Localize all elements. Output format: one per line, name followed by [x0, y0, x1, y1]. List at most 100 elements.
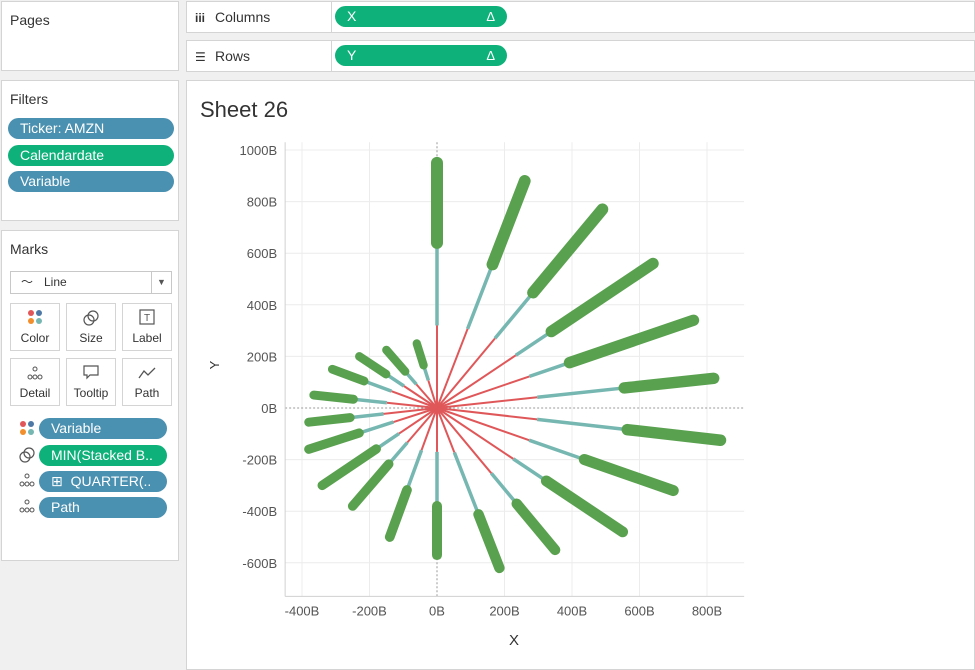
ray-segment[interactable]: [436, 407, 456, 453]
marks-color-button[interactable]: Color: [10, 303, 60, 351]
ray-segment[interactable]: [347, 459, 394, 511]
ray-segment[interactable]: [386, 401, 438, 409]
x-tick-label: -400B: [285, 603, 320, 618]
rows-shelf[interactable]: ☰ Rows Y Δ: [186, 40, 975, 72]
ray-segment[interactable]: [452, 451, 481, 515]
radial-line-chart[interactable]: -400B -200B 0B 200B 400B 600B 800B -600B -400B -2…: [187, 81, 975, 669]
rows-label: ☰ Rows: [195, 46, 250, 67]
detail-icon: [18, 473, 36, 491]
marks-path-button[interactable]: Path: [122, 358, 172, 406]
rows-icon: ☰: [195, 50, 206, 64]
ray-segment[interactable]: [436, 337, 496, 409]
ray-segment[interactable]: [304, 413, 355, 427]
marks-field-quarter[interactable]: ⊞ QUARTER(..: [39, 471, 167, 492]
ray-segment[interactable]: [436, 396, 538, 409]
chart-rays[interactable]: [304, 156, 727, 574]
ray-segment[interactable]: [317, 444, 381, 491]
marks-field-variable[interactable]: Variable: [39, 418, 167, 439]
ray-segment[interactable]: [436, 407, 530, 442]
ray-segment[interactable]: [578, 453, 679, 497]
ray-segment[interactable]: [349, 412, 384, 420]
ray-segment[interactable]: [382, 345, 410, 376]
ray-segment[interactable]: [490, 472, 519, 505]
rows-pill-y[interactable]: Y Δ: [335, 45, 507, 66]
marks-field-path[interactable]: Path: [39, 497, 167, 518]
ray-segment[interactable]: [493, 291, 535, 340]
ray-segment[interactable]: [327, 364, 369, 386]
ray-segment[interactable]: [406, 407, 438, 444]
ray-segment[interactable]: [304, 428, 364, 454]
x-tick-label: -200B: [352, 603, 387, 618]
ray-segment[interactable]: [436, 328, 469, 409]
x-tick-label: 400B: [557, 603, 587, 618]
pages-title: Pages: [10, 12, 50, 28]
ray-segment[interactable]: [512, 457, 548, 483]
pages-card: Pages: [1, 1, 179, 71]
ray-segment[interactable]: [391, 390, 438, 409]
ray-segment[interactable]: [511, 498, 561, 556]
filter-pill-calendardate[interactable]: Calendardate: [8, 145, 174, 166]
chevron-down-icon[interactable]: ▼: [151, 272, 171, 293]
ray-segment[interactable]: [353, 397, 388, 405]
ray-segment[interactable]: [528, 361, 571, 379]
ray-segment[interactable]: [536, 417, 628, 432]
svg-text:T: T: [144, 313, 150, 324]
y-tick-label: -400B: [242, 504, 277, 519]
ray-segment[interactable]: [528, 438, 585, 462]
ray-segment[interactable]: [465, 263, 495, 330]
ray-segment[interactable]: [358, 420, 394, 435]
ray-segment[interactable]: [355, 352, 391, 379]
x-tick-label: 200B: [489, 603, 519, 618]
sheet-view: Sheet 26 -400B -200B 0B 200B 400B 600B 800B -60…: [186, 80, 975, 670]
ray-segment[interactable]: [436, 354, 517, 409]
ray-segment[interactable]: [537, 386, 625, 399]
delta-icon: Δ: [486, 48, 495, 63]
ray-segment[interactable]: [436, 375, 530, 409]
ray-segment[interactable]: [473, 509, 505, 574]
ray-segment[interactable]: [384, 485, 412, 542]
label-icon: T: [123, 309, 171, 331]
ray-segment[interactable]: [393, 407, 438, 423]
x-axis-label: X: [509, 632, 519, 649]
size-icon: [18, 446, 36, 464]
marks-size-button[interactable]: Size: [66, 303, 116, 351]
marks-label-button[interactable]: T Label: [122, 303, 172, 351]
ray-segment[interactable]: [540, 475, 629, 538]
shelf-divider: [331, 2, 332, 32]
y-tick-label: 400B: [247, 298, 277, 313]
ray-segment[interactable]: [363, 379, 393, 393]
filter-pill-ticker[interactable]: Ticker: AMZN: [8, 118, 174, 139]
ray-segment[interactable]: [436, 407, 538, 421]
y-tick-label: 800B: [247, 195, 277, 210]
ray-segment[interactable]: [486, 175, 531, 271]
ray-segment[interactable]: [383, 407, 438, 415]
expand-icon[interactable]: ⊞: [51, 473, 63, 489]
marks-card: Marks 〜 Line ▼ Color Size T Label Detail…: [1, 230, 179, 561]
chart-tick-labels: -400B -200B 0B 200B 400B 600B 800B -600B -400B -2…: [240, 143, 723, 618]
ray-segment[interactable]: [412, 339, 428, 370]
ray-segment[interactable]: [436, 407, 493, 474]
ray-segment[interactable]: [514, 330, 553, 357]
ray-segment[interactable]: [398, 407, 438, 435]
mark-type-dropdown[interactable]: 〜 Line ▼: [10, 271, 172, 294]
ray-segment[interactable]: [527, 203, 609, 299]
marks-tooltip-button[interactable]: Tooltip: [66, 358, 116, 406]
ray-segment[interactable]: [403, 385, 438, 409]
ray-segment[interactable]: [545, 257, 659, 338]
filter-pill-variable[interactable]: Variable: [8, 171, 174, 192]
columns-shelf[interactable]: iii Columns X Δ: [186, 1, 975, 33]
ray-segment[interactable]: [563, 314, 700, 369]
marks-detail-button[interactable]: Detail: [10, 358, 60, 406]
columns-pill-x[interactable]: X Δ: [335, 6, 507, 27]
shelf-divider: [331, 41, 332, 71]
ray-segment[interactable]: [436, 407, 514, 460]
ray-segment[interactable]: [405, 449, 424, 491]
ray-segment[interactable]: [621, 423, 727, 446]
ray-segment[interactable]: [387, 441, 409, 466]
marks-field-size[interactable]: MIN(Stacked B..: [39, 445, 167, 466]
ray-segment[interactable]: [309, 390, 358, 404]
ray-segment[interactable]: [427, 380, 438, 409]
ray-segment[interactable]: [420, 407, 438, 451]
ray-segment[interactable]: [618, 372, 720, 394]
ray-segment[interactable]: [415, 383, 438, 409]
